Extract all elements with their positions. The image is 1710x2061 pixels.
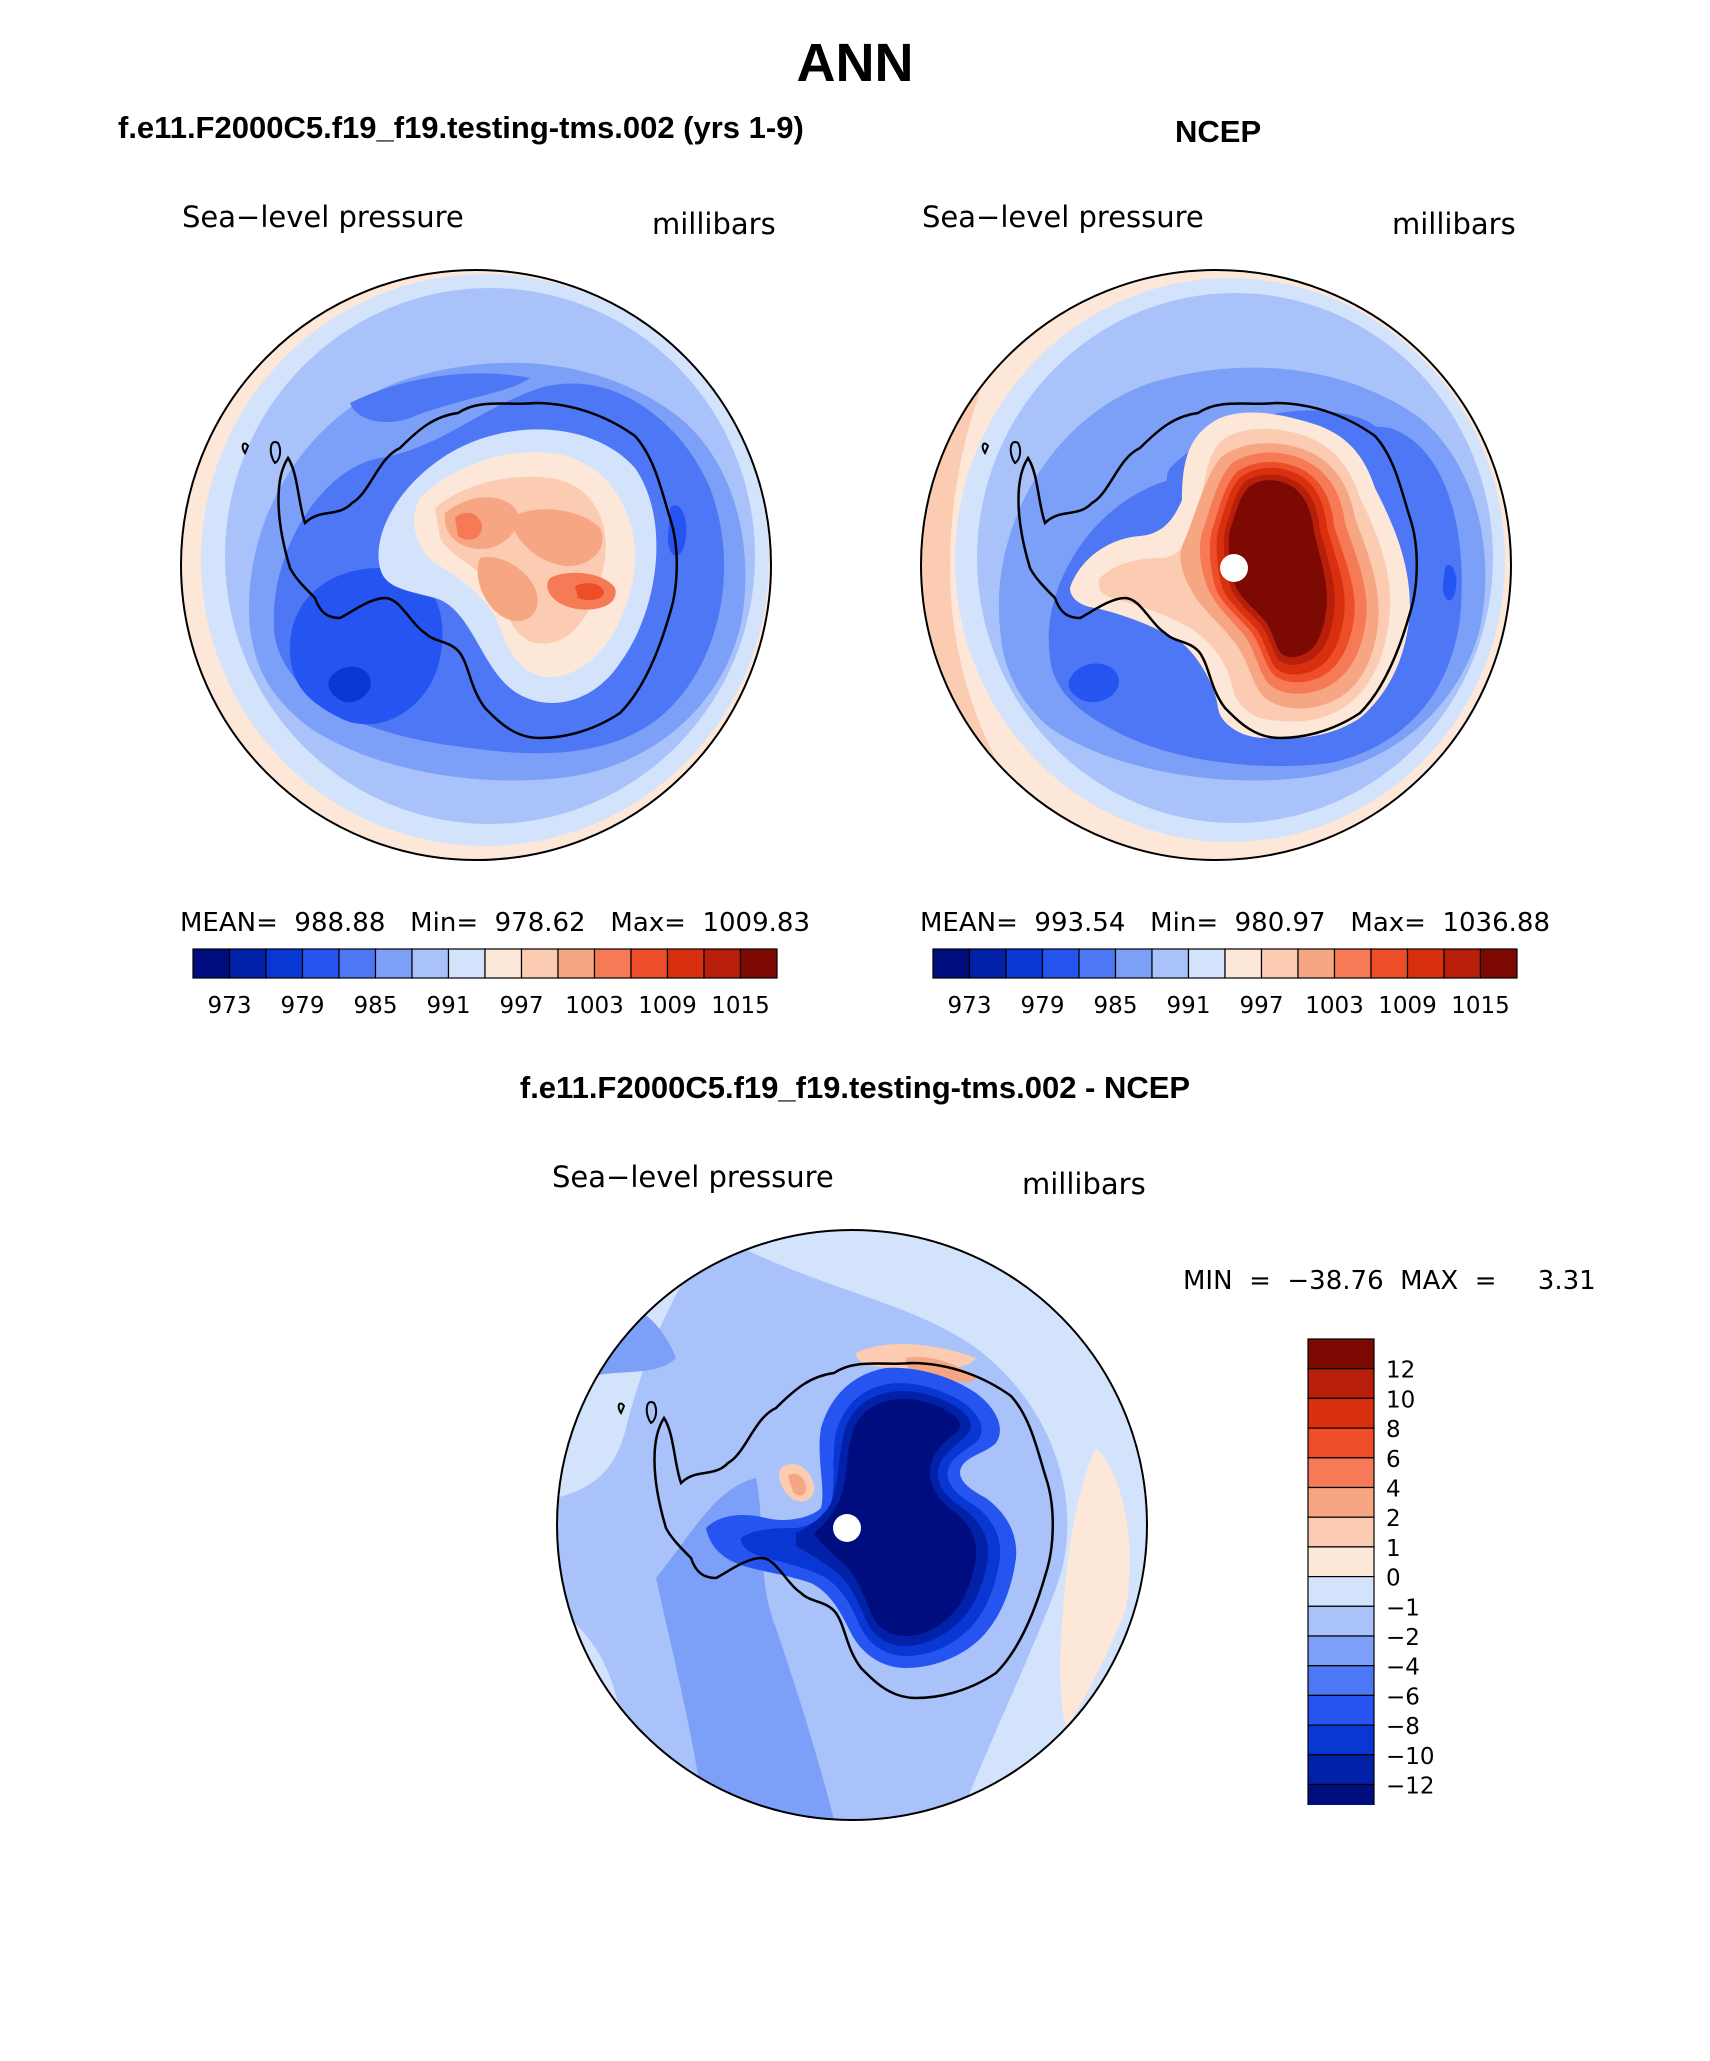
diff-colorbar-swatch [1307, 1457, 1375, 1489]
model-colorbar-swatch [338, 948, 377, 979]
obs-units-label: millibars [1392, 207, 1516, 241]
diff-colorbar-tick-label: 12 [1386, 1358, 1415, 1384]
model-colorbar-tick-label: 1009 [638, 993, 697, 1019]
model-colorbar-swatch [265, 948, 304, 979]
diff-colorbar-tick-label: −4 [1386, 1655, 1420, 1681]
obs-colorbar-swatch [1443, 948, 1482, 979]
model-colorbar-tick-label: 973 [208, 993, 252, 1019]
model-colorbar-swatch [192, 948, 231, 979]
obs-colorbar-swatch [1224, 948, 1263, 979]
model-colorbar-tick-label: 997 [500, 993, 544, 1019]
diff-colorbar-swatch [1307, 1546, 1375, 1578]
obs-colorbar-tick-label: 991 [1167, 993, 1211, 1019]
model-colorbar-swatch [411, 948, 450, 979]
obs-colorbar-tick-label: 985 [1094, 993, 1138, 1019]
diff-stats: MIN = −38.76 MAX = 3.31 [1183, 1266, 1596, 1296]
model-units-label: millibars [652, 207, 776, 241]
obs-variable-label: Sea−level pressure [922, 200, 1204, 234]
model-colorbar-swatch [739, 948, 778, 979]
obs-colorbar-swatch [1260, 948, 1299, 979]
model-colorbar-tick-label: 979 [281, 993, 325, 1019]
diff-colorbar-tick-label: 2 [1386, 1506, 1401, 1532]
obs-colorbar-swatch [1005, 948, 1044, 979]
diff-colorbar-tick-label: 0 [1386, 1566, 1401, 1592]
diff-colorbar-tick-label: 4 [1386, 1477, 1401, 1503]
model-colorbar: 973 979 985 991 997 1003 1009 1015 [192, 948, 778, 1019]
obs-colorbar-swatch [1370, 948, 1409, 979]
diff-colorbar-tick-label: −10 [1386, 1744, 1435, 1770]
diff-colorbar-tick-label: −2 [1386, 1625, 1420, 1651]
model-colorbar-swatch [666, 948, 705, 979]
obs-stats: MEAN= 993.54 Min= 980.97 Max= 1036.88 [920, 908, 1550, 938]
model-panel-title: f.e11.F2000C5.f19_f19.testing-tms.002 (y… [118, 110, 804, 145]
obs-colorbar-tick-label: 973 [948, 993, 992, 1019]
diff-colorbar-swatch [1307, 1783, 1375, 1805]
obs-colorbar-swatch [1406, 948, 1445, 979]
model-colorbar-swatch [447, 948, 486, 979]
model-colorbar-swatch [630, 948, 669, 979]
obs-colorbar: 973 979 985 991 997 1003 1009 1015 [932, 948, 1518, 1019]
obs-colorbar-swatch [1479, 948, 1518, 979]
diff-colorbar-swatch [1307, 1397, 1375, 1429]
diff-colorbar-tick-label: 10 [1386, 1387, 1415, 1413]
obs-colorbar-swatch [1078, 948, 1117, 979]
diff-variable-label: Sea−level pressure [552, 1160, 834, 1194]
diff-colorbar-tick-label: 8 [1386, 1417, 1401, 1443]
model-colorbar-tick-label: 991 [427, 993, 471, 1019]
obs-colorbar-swatch [1333, 948, 1372, 979]
diff-colorbar-swatch [1307, 1665, 1375, 1697]
obs-colorbar-swatch [1041, 948, 1080, 979]
diff-colorbar-swatch [1307, 1605, 1375, 1637]
obs-colorbar-swatch [1151, 948, 1190, 979]
model-colorbar-swatch [593, 948, 632, 979]
diff-colorbar-swatch [1307, 1694, 1375, 1726]
model-colorbar-swatch [703, 948, 742, 979]
model-colorbar-swatch [374, 948, 413, 979]
diff-colorbar-swatch [1307, 1635, 1375, 1667]
model-colorbar-tick-label: 1003 [565, 993, 624, 1019]
figure-title: ANN [796, 33, 914, 93]
obs-colorbar-tick-label: 1003 [1305, 993, 1364, 1019]
obs-colorbar-swatch [932, 948, 971, 979]
obs-map [920, 269, 1512, 861]
obs-colorbar-swatch [1297, 948, 1336, 979]
model-colorbar-tick-label: 985 [354, 993, 398, 1019]
diff-colorbar-swatch [1307, 1427, 1375, 1459]
diff-map [556, 1229, 1148, 1821]
model-stats: MEAN= 988.88 Min= 978.62 Max= 1009.83 [180, 908, 810, 938]
diff-colorbar-tick-label: −6 [1386, 1684, 1420, 1710]
model-variable-label: Sea−level pressure [182, 200, 464, 234]
diff-colorbar-swatch [1307, 1368, 1375, 1400]
obs-colorbar-tick-label: 1009 [1378, 993, 1437, 1019]
obs-colorbar-tick-label: 997 [1240, 993, 1284, 1019]
model-colorbar-swatch [228, 948, 267, 979]
obs-colorbar-swatch [1187, 948, 1226, 979]
model-colorbar-swatch [301, 948, 340, 979]
diff-colorbar-tick-label: 6 [1386, 1447, 1401, 1473]
obs-colorbar-swatch [968, 948, 1007, 979]
diff-colorbar-tick-label: 1 [1386, 1536, 1401, 1562]
obs-colorbar-tick-label: 1015 [1451, 993, 1510, 1019]
diff-colorbar-swatch [1307, 1516, 1375, 1548]
model-colorbar-tick-label: 1015 [711, 993, 770, 1019]
model-colorbar-swatch [557, 948, 596, 979]
diff-panel-title: f.e11.F2000C5.f19_f19.testing-tms.002 - … [519, 1070, 1191, 1105]
diff-colorbar-tick-label: −8 [1386, 1714, 1420, 1740]
diff-colorbar-tick-label: −1 [1386, 1595, 1420, 1621]
diff-colorbar-swatch [1307, 1338, 1375, 1370]
diff-colorbar-swatch [1307, 1754, 1375, 1786]
diff-colorbar-swatch [1307, 1724, 1375, 1756]
diff-units-label: millibars [1022, 1167, 1146, 1201]
model-map [180, 269, 772, 861]
diff-colorbar-swatch [1307, 1486, 1375, 1518]
obs-colorbar-tick-label: 979 [1021, 993, 1065, 1019]
obs-colorbar-swatch [1114, 948, 1153, 979]
model-colorbar-swatch [484, 948, 523, 979]
model-colorbar-swatch [520, 948, 559, 979]
diff-colorbar-tick-label: −12 [1386, 1774, 1435, 1800]
diff-colorbar-swatch [1307, 1576, 1375, 1607]
obs-panel-title: NCEP [1175, 114, 1262, 149]
